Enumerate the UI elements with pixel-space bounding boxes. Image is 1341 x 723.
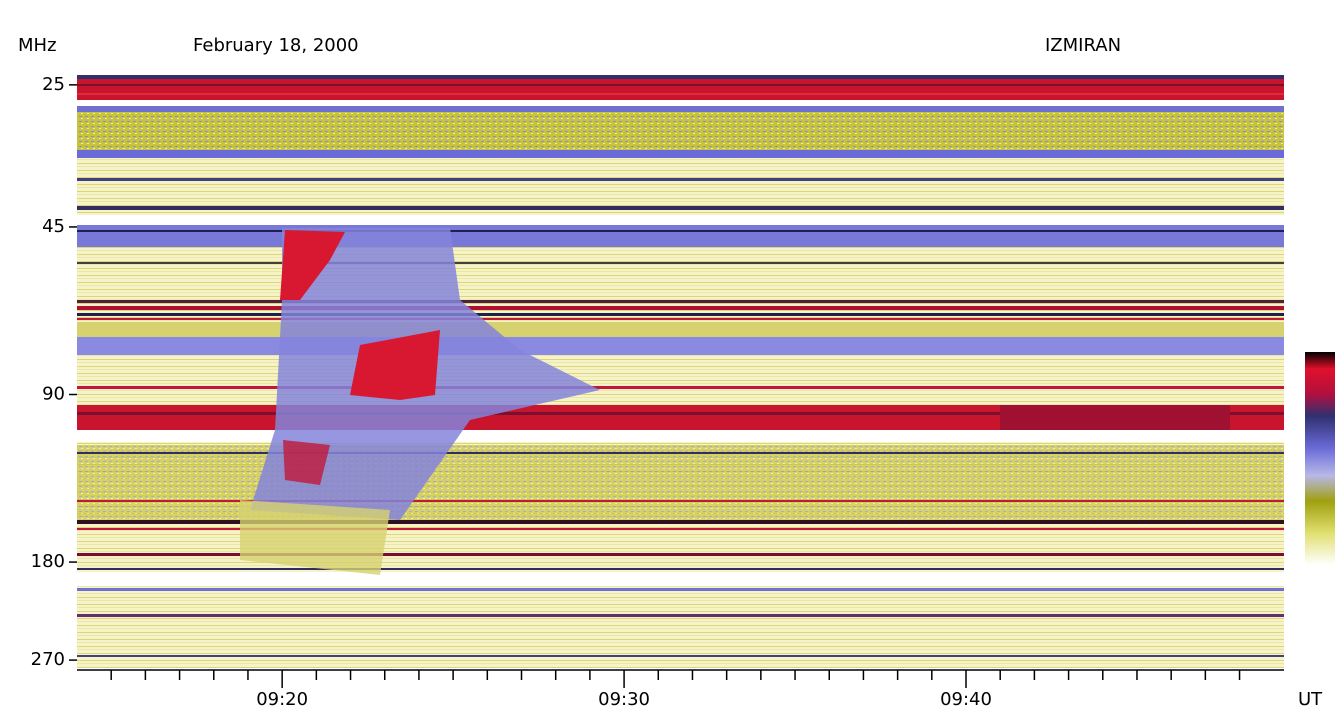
x-tick-label: 09:20	[256, 689, 308, 710]
source-label: IZMIRAN	[1045, 35, 1121, 56]
colorbar	[1305, 352, 1335, 565]
x-axis-label: UT	[1298, 689, 1323, 710]
y-tick-label: 90	[42, 384, 65, 405]
chart-title: February 18, 2000	[193, 35, 359, 56]
y-tick-label: 270	[31, 649, 65, 670]
y-axis-label: MHz	[18, 35, 57, 56]
y-tick-label: 180	[31, 551, 65, 572]
x-tick-label: 09:30	[598, 689, 650, 710]
y-tick-label: 45	[42, 216, 65, 237]
spectrogram	[77, 75, 1284, 668]
x-tick-label: 09:40	[940, 689, 992, 710]
y-tick-label: 25	[42, 74, 65, 95]
